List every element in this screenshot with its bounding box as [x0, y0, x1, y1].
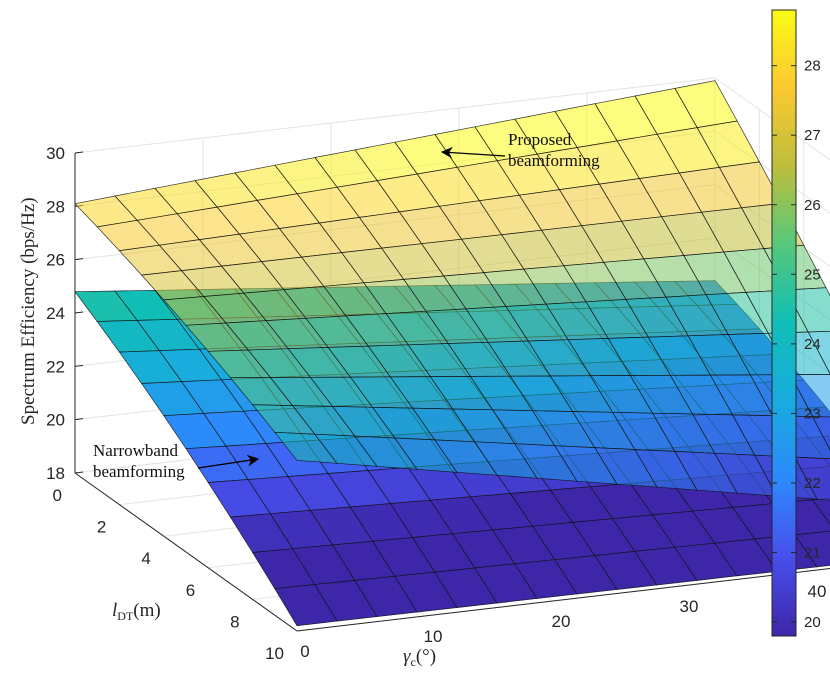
x-tick-label: 20	[552, 612, 571, 631]
annotations: Proposed beamforming Narrowband beamforming	[93, 130, 600, 481]
colorbar-tick-label: 20	[804, 614, 821, 631]
narrowband-surface-patch	[811, 497, 830, 525]
y-tick-label: 6	[186, 581, 195, 600]
annotation-narrowband-arrow	[197, 454, 260, 469]
annotation-proposed-arrow	[440, 146, 506, 159]
y-tick-label: 10	[265, 644, 284, 663]
annotation-proposed: Proposed beamforming	[508, 130, 600, 170]
proposed-surface-patch	[794, 456, 830, 501]
y-tick-label: 4	[141, 549, 150, 568]
z-tick-label: 18	[46, 464, 65, 483]
y-axis-label-unit: (m)	[133, 600, 160, 621]
x-axis-label-sub: c	[411, 655, 416, 669]
x-axis-label-unit: (°)	[416, 646, 436, 667]
z-tick-label: 22	[46, 357, 65, 376]
y-axis-label: lDT(m)	[112, 600, 161, 623]
x-tick-label: 10	[424, 627, 443, 646]
y-axis-label-sub: DT	[117, 609, 134, 623]
z-tick-label: 26	[46, 251, 65, 270]
colorbar-tick-label: 27	[804, 127, 821, 144]
colorbar: 20 21 22 23 24 25 26 27 28	[771, 9, 821, 637]
x-tick-label: 30	[680, 597, 699, 616]
y-tick-label: 0	[53, 486, 62, 505]
z-tick-label: 20	[46, 411, 65, 430]
z-tick-label: 24	[46, 304, 65, 323]
colorbar-tick-label: 22	[804, 475, 821, 492]
x-axis-label-var: γ	[403, 646, 411, 667]
z-tick-label: 28	[46, 197, 65, 216]
proposed-surface-patch	[807, 330, 830, 375]
y-axis-label-var: l	[112, 600, 117, 621]
annotation-narrowband: Narrowband beamforming	[93, 441, 185, 481]
colorbar-ticks: 20 21 22 23 24 25 26 27 28	[772, 58, 821, 631]
z-tick-label: 30	[46, 144, 65, 163]
colorbar-tick-label: 25	[804, 266, 821, 283]
z-axis-label: Spectrum Efficiency (bps/Hz)	[18, 197, 39, 425]
proposed-surface-patch	[812, 416, 830, 451]
axis-ticks: 18202224262830024681001020304050	[46, 144, 827, 663]
x-axis-label: γc(°)	[403, 646, 436, 669]
x-tick-label: 40	[808, 582, 827, 601]
colorbar-tick-label: 21	[804, 545, 821, 562]
colorbar-tick-label: 28	[804, 58, 821, 75]
colorbar-tick-label: 26	[804, 197, 821, 214]
proposed-surface-patch	[789, 374, 830, 418]
colorbar-tick-label: 24	[804, 336, 821, 353]
y-tick-label: 8	[230, 612, 239, 631]
colorbar-tick-label: 23	[804, 405, 821, 422]
proposed-surface-patch	[785, 287, 830, 333]
y-tick-label: 2	[97, 518, 106, 537]
narrowband-surface-patch	[794, 530, 830, 568]
colorbar-gradient	[771, 9, 797, 637]
x-tick-label: 0	[300, 642, 309, 661]
proposed-surface	[74, 80, 830, 501]
